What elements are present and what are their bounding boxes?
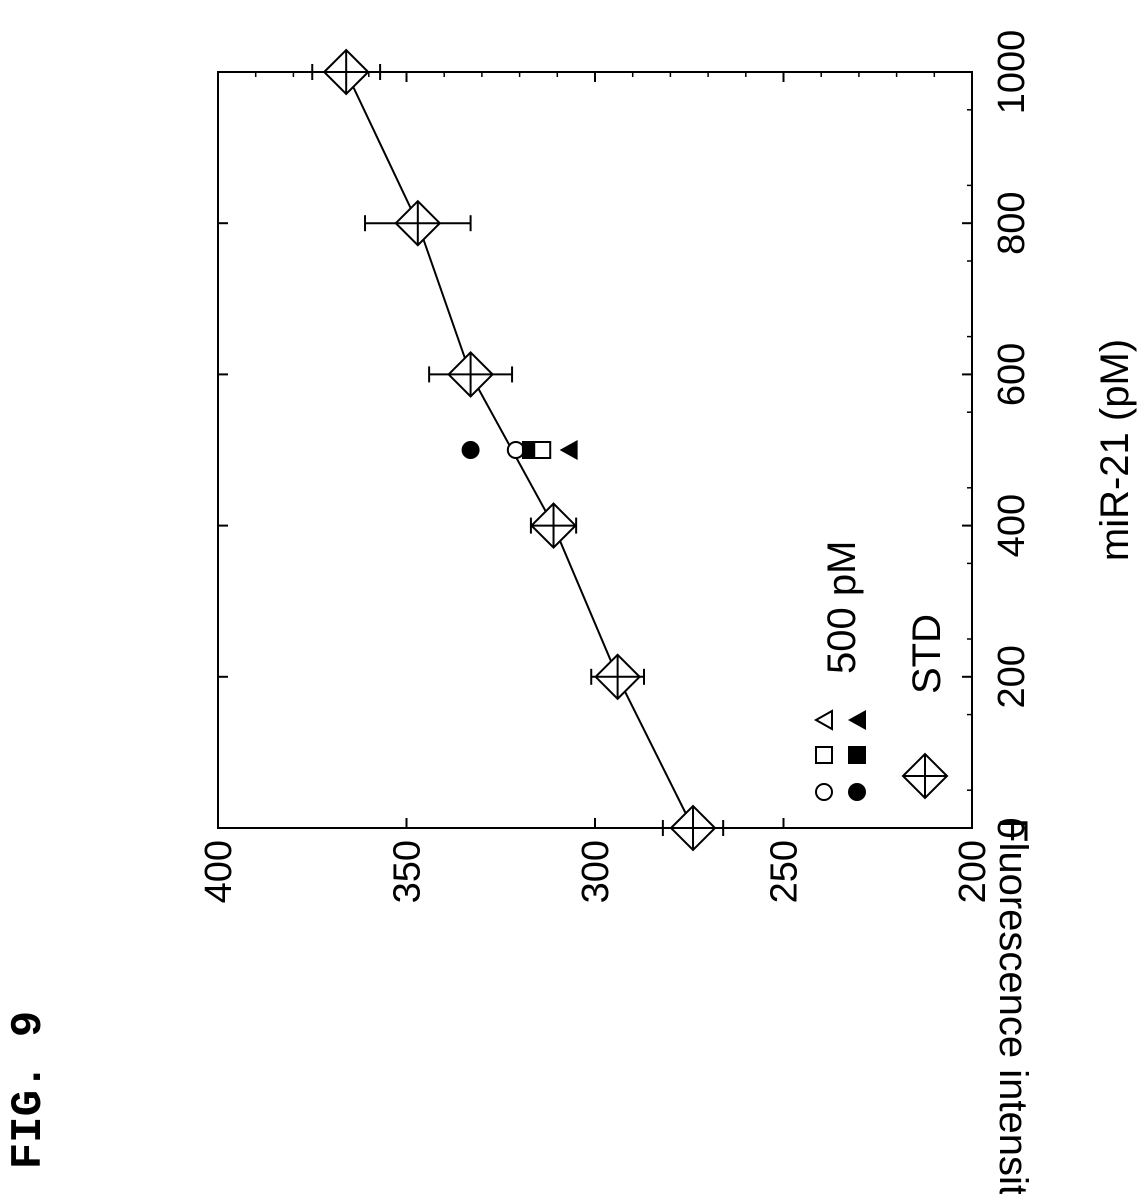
crossed-diamond-marker: [394, 199, 442, 247]
crossed-diamond-marker: [447, 350, 495, 398]
open-square-marker: [533, 441, 552, 459]
x-tick-label: 1000: [991, 30, 1033, 115]
open-square-marker: [815, 746, 833, 764]
series-500-pm: [461, 441, 480, 459]
x-axis-title: miR-21 (pM): [1093, 339, 1137, 561]
series-std: [311, 48, 725, 852]
figure-label: FIG. 9: [4, 1011, 54, 1169]
y-axis: 200 250 300 350 400: [198, 72, 994, 903]
filled-triangle-marker: [848, 710, 866, 730]
series-open-circle: [506, 441, 525, 459]
y-tick-label: 200: [952, 840, 994, 903]
filled-circle-marker: [461, 441, 480, 459]
open-circle-marker: [815, 783, 833, 801]
y-tick-label: 400: [198, 840, 240, 903]
filled-square-marker: [848, 746, 866, 764]
crossed-diamond-marker: [669, 804, 717, 852]
filled-triangle-marker: [559, 440, 578, 460]
series-filled-triangle: [559, 440, 578, 460]
legend-label: STD: [905, 614, 949, 694]
series-open-square: [533, 441, 552, 459]
x-axis: 0 200 400 600 800 1000: [218, 30, 1033, 839]
legend: STD 500 pM: [813, 541, 949, 801]
x-tick-label: 400: [991, 494, 1033, 557]
y-tick-label: 300: [575, 840, 617, 903]
crossed-diamond-marker: [530, 502, 577, 550]
crossed-diamond-marker: [594, 653, 642, 701]
open-circle-marker: [506, 441, 525, 459]
crossed-diamond-marker: [901, 752, 949, 800]
crossed-diamond-marker: [322, 48, 370, 96]
open-triangle-marker: [813, 709, 833, 731]
x-tick-label: 0: [991, 817, 1033, 838]
x-tick-label: 600: [991, 343, 1033, 406]
series-layer: [311, 48, 725, 852]
y-tick-label: 350: [387, 840, 429, 903]
y-axis-title: Fluorescence intensity: [991, 818, 1035, 1194]
y-tick-label: 250: [764, 840, 806, 903]
x-tick-label: 800: [991, 191, 1033, 254]
x-tick-label: 200: [991, 645, 1033, 708]
filled-circle-marker: [848, 783, 866, 801]
legend-label: 500 pM: [820, 541, 864, 674]
